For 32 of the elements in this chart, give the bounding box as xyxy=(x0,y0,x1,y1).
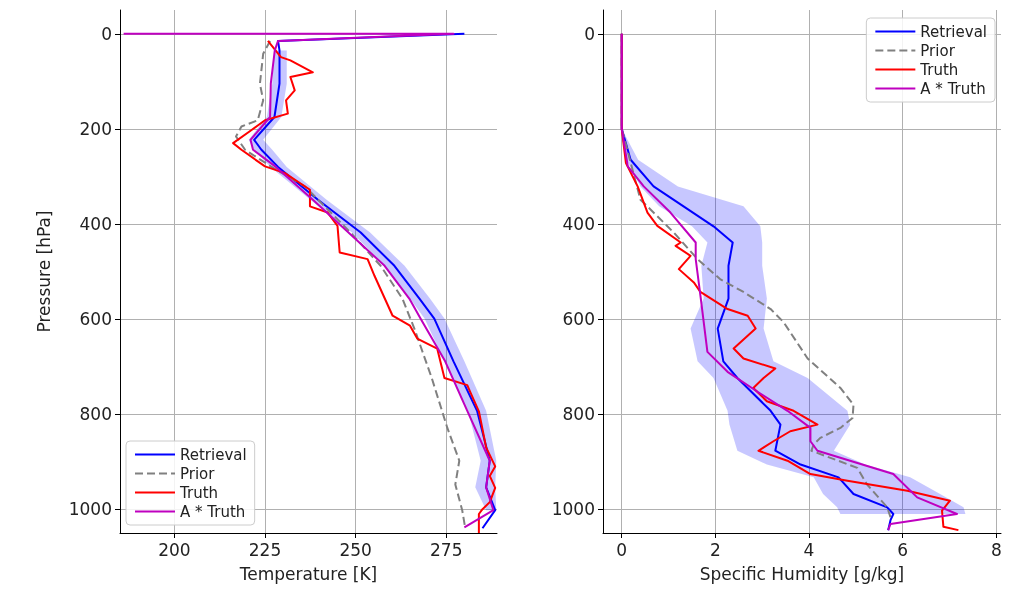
y-tick-label: 0 xyxy=(101,23,112,44)
x-tick-label: 6 xyxy=(897,539,909,560)
y-tick-label: 1000 xyxy=(68,499,112,520)
legend-label: Prior xyxy=(180,464,216,483)
x-tick-label: 4 xyxy=(803,539,815,560)
legend-label: Prior xyxy=(920,41,956,60)
y-tick-label: 1000 xyxy=(551,499,595,520)
x-tick-label: 275 xyxy=(430,539,463,560)
y-tick-label: 800 xyxy=(79,404,112,425)
y-tick-label: 0 xyxy=(584,23,595,44)
x-tick-label: 0 xyxy=(616,539,628,560)
x-tick-label: 8 xyxy=(990,539,1002,560)
legend-label: A * Truth xyxy=(180,502,246,521)
x-tick-label: 2 xyxy=(709,539,721,560)
legend-label: Truth xyxy=(179,483,219,502)
y-tick-label: 200 xyxy=(562,118,595,139)
y-tick-label: 400 xyxy=(79,213,112,234)
y-tick-label: 600 xyxy=(79,309,112,330)
y-tick-label: 200 xyxy=(79,118,112,139)
y-tick-label: 400 xyxy=(562,213,595,234)
x-tick-label: 225 xyxy=(248,539,282,560)
legend-label: A * Truth xyxy=(920,79,986,98)
legend-label: Truth xyxy=(919,60,959,79)
y-tick-label: 600 xyxy=(562,309,595,330)
x-tick-label: 250 xyxy=(339,539,372,560)
x-tick-label: 200 xyxy=(158,539,191,560)
x-axis-title: Specific Humidity [g/kg] xyxy=(699,563,905,584)
x-axis-title: Temperature [K] xyxy=(238,563,378,584)
y-tick-label: 800 xyxy=(562,404,595,425)
y-axis-title: Pressure [hPa] xyxy=(33,210,54,333)
legend-label: Retrieval xyxy=(920,22,988,41)
legend-label: Retrieval xyxy=(180,445,247,464)
